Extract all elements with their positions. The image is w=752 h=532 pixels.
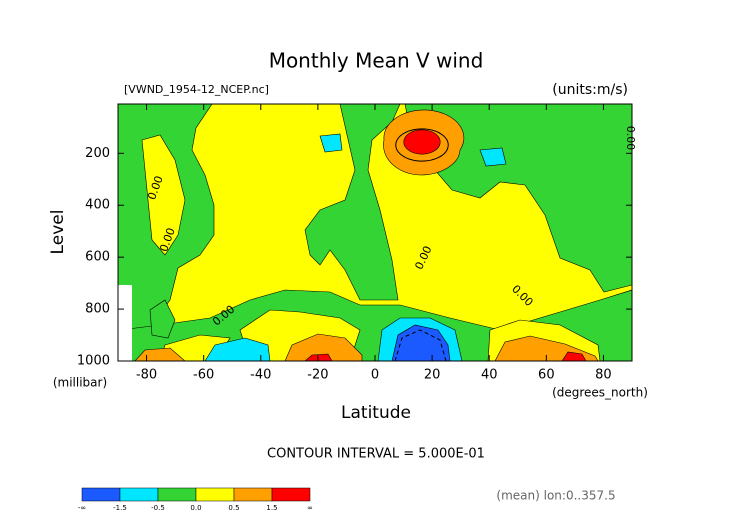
- colorbar-swatch: [81, 487, 121, 502]
- contour-region: [284, 333, 363, 361]
- x-tick-label: 40: [481, 368, 498, 383]
- colorbar-label: 1.5: [266, 504, 277, 512]
- units: (units:m/s): [552, 82, 628, 98]
- missing-region: [118, 285, 132, 361]
- chart-title: Monthly Mean V wind: [269, 49, 484, 73]
- colorbar-swatch: [195, 487, 235, 502]
- subtitle: [VWND_1954-12_NCEP.nc]: [124, 83, 269, 96]
- y-tick-label: 600: [85, 250, 110, 265]
- y-unit: (millibar): [53, 376, 107, 390]
- y-tick-label: 400: [85, 198, 110, 213]
- colorbar-label: 0.0: [190, 504, 201, 512]
- y-tick-label: 800: [85, 302, 110, 317]
- x-tick-label: -40: [250, 368, 271, 383]
- x-tick-label: 20: [424, 368, 441, 383]
- x-tick-label: 80: [595, 368, 612, 383]
- contour-line-negative: [394, 329, 447, 361]
- footnote: (mean) lon:0..357.5: [496, 489, 615, 503]
- x-unit: (degrees_north): [552, 386, 648, 400]
- colorbar-label: ∞: [307, 504, 313, 512]
- contour-field: [118, 104, 632, 361]
- x-tick-label: -20: [307, 368, 328, 383]
- colorbar-swatch: [119, 487, 159, 502]
- contour-region: [149, 299, 176, 339]
- x-tick-label: -60: [193, 368, 214, 383]
- contour-region: [479, 147, 507, 167]
- contour-region: [319, 133, 343, 153]
- colorbar-swatch: [233, 487, 273, 502]
- x-tick-label: 60: [538, 368, 555, 383]
- colorbar-label: -0.5: [151, 504, 165, 512]
- y-tick-label: 1000: [77, 354, 110, 369]
- contour-region: [304, 353, 333, 361]
- y-axis-label: Level: [48, 210, 68, 255]
- contour-region: [141, 134, 186, 256]
- contour-region: [403, 129, 441, 155]
- colorbar-swatch: [157, 487, 197, 502]
- x-tick-label: -80: [136, 368, 157, 383]
- colorbar-swatch: [271, 487, 311, 502]
- y-tick-label: 200: [85, 146, 110, 161]
- colorbar-label: -∞: [78, 504, 86, 512]
- colorbar-label: 0.5: [228, 504, 239, 512]
- contour-line: [395, 128, 449, 162]
- x-tick-label: 0: [371, 368, 379, 383]
- contour-region: [204, 337, 271, 361]
- contour-interval: CONTOUR INTERVAL = 5.000E-01: [267, 447, 485, 462]
- x-axis-label: Latitude: [341, 403, 411, 423]
- contour-region: [561, 351, 587, 361]
- contour-region: [134, 347, 186, 361]
- contour-label: 0.00: [624, 126, 637, 151]
- contour-region: [391, 324, 451, 361]
- colorbar-label: -1.5: [113, 504, 127, 512]
- contour-region: [304, 104, 401, 301]
- colorbar: -∞ -1.5 -0.5 0.0 0.5 1.5 ∞: [78, 487, 313, 512]
